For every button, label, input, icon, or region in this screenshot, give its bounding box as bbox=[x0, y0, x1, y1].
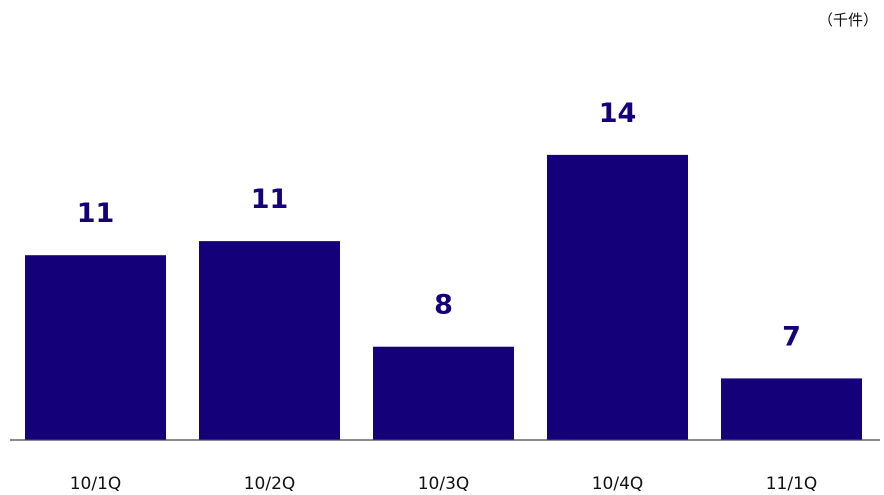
x-tick-label: 10/2Q bbox=[244, 474, 296, 494]
bar-10/2Q bbox=[199, 241, 340, 440]
bar-10/1Q bbox=[25, 255, 166, 440]
value-label: 14 bbox=[599, 98, 637, 129]
x-tick-label: 10/4Q bbox=[592, 474, 644, 494]
x-tick-label: 10/3Q bbox=[418, 474, 470, 494]
unit-label: （千件） bbox=[818, 11, 878, 29]
bar-11/1Q bbox=[721, 378, 862, 440]
value-label: 11 bbox=[77, 198, 115, 229]
x-tick-labels-group: 10/1Q 10/2Q 10/3Q 10/4Q 11/1Q bbox=[70, 474, 818, 494]
value-labels-group: 11 11 8 14 7 bbox=[77, 98, 801, 353]
bar-10/3Q bbox=[373, 346, 514, 440]
x-tick-label: 11/1Q bbox=[766, 474, 818, 494]
value-label: 11 bbox=[251, 184, 289, 215]
value-label: 7 bbox=[782, 321, 801, 352]
bar-10/4Q bbox=[547, 154, 688, 440]
bars-group bbox=[25, 154, 862, 440]
value-label: 8 bbox=[434, 290, 453, 321]
x-tick-label: 10/1Q bbox=[70, 474, 122, 494]
